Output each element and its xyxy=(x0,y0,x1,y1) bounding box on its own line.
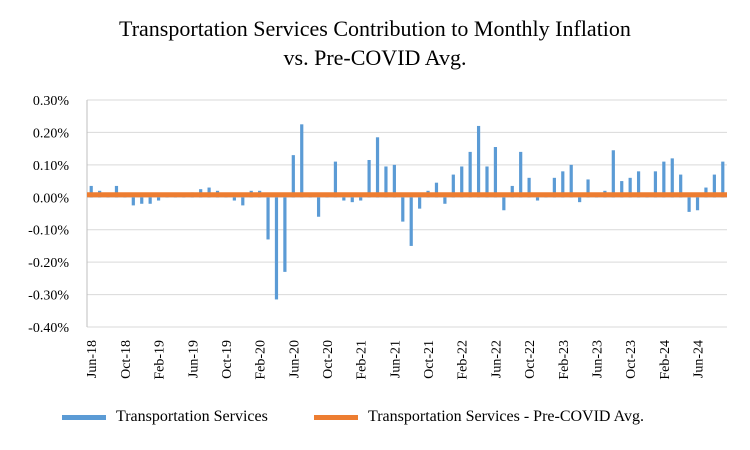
bar xyxy=(670,158,674,198)
legend: Transportation Services Transportation S… xyxy=(0,408,750,434)
bar xyxy=(485,166,489,198)
bar xyxy=(552,177,556,198)
bar xyxy=(156,197,161,201)
legend-swatch-line xyxy=(314,414,358,420)
x-tick-label: Feb-20 xyxy=(254,340,269,380)
y-tick-label: -0.10% xyxy=(28,224,69,239)
bar xyxy=(468,151,472,198)
bar xyxy=(502,197,506,211)
bar xyxy=(274,197,279,300)
bar xyxy=(443,197,447,204)
bar xyxy=(493,147,498,198)
bar xyxy=(586,179,590,198)
y-axis-tick-labels: 0.30% 0.20% 0.10% 0.00% -0.10% -0.20% -0.30% -0… xyxy=(28,94,69,336)
bar xyxy=(620,181,624,198)
x-tick-label: Feb-22 xyxy=(456,340,471,380)
y-tick-label: 0.20% xyxy=(33,126,70,141)
bar xyxy=(628,177,632,198)
bar xyxy=(519,151,523,198)
bar xyxy=(114,185,119,198)
bar xyxy=(510,185,514,198)
bar xyxy=(392,164,396,198)
bar xyxy=(148,197,152,204)
y-tick-label: 0.00% xyxy=(33,191,70,206)
bar xyxy=(721,161,725,198)
y-tick-label: -0.40% xyxy=(28,321,69,336)
bar xyxy=(434,182,439,198)
bar xyxy=(241,197,245,206)
bar xyxy=(367,159,371,198)
bar xyxy=(359,197,363,201)
bar xyxy=(283,197,287,272)
x-tick-label: Oct-21 xyxy=(422,340,437,379)
x-tick-label: Oct-20 xyxy=(321,340,336,379)
bar xyxy=(561,171,565,198)
bar xyxy=(266,197,270,240)
bar xyxy=(384,166,388,198)
x-tick-label: Feb-23 xyxy=(557,340,572,380)
bar xyxy=(300,124,304,198)
bar xyxy=(695,197,700,211)
x-tick-label: Oct-18 xyxy=(119,340,134,379)
bar xyxy=(460,166,464,198)
bar xyxy=(291,155,295,198)
bar xyxy=(636,171,641,198)
bar xyxy=(687,197,691,212)
bar xyxy=(476,125,481,198)
x-tick-label: Oct-19 xyxy=(220,340,235,379)
bar xyxy=(89,185,93,198)
chart-title-line-2: vs. Pre-COVID Avg. xyxy=(283,45,467,70)
bar xyxy=(333,161,338,198)
bar xyxy=(375,137,380,198)
bar xyxy=(535,197,540,201)
y-tick-label: -0.20% xyxy=(28,256,69,271)
legend-item-bar[interactable]: Transportation Services xyxy=(62,408,268,426)
x-tick-label: Jun-22 xyxy=(489,340,504,378)
bar xyxy=(350,197,354,203)
bar xyxy=(679,174,683,198)
bar xyxy=(401,197,405,222)
bar xyxy=(451,174,455,198)
x-tick-label: Jun-20 xyxy=(287,340,302,378)
legend-item-line[interactable]: Transportation Services - Pre-COVID Avg. xyxy=(314,408,644,426)
legend-label-line: Transportation Services - Pre-COVID Avg. xyxy=(368,408,644,425)
legend-swatch-bar xyxy=(62,414,106,420)
bar xyxy=(140,197,144,204)
bar xyxy=(418,197,422,209)
bar xyxy=(232,197,236,201)
y-tick-label: -0.30% xyxy=(28,289,69,304)
chart-title: Transportation Services Contribution to … xyxy=(0,14,750,72)
bar xyxy=(569,164,573,198)
bar xyxy=(316,197,321,217)
x-tick-label: Feb-21 xyxy=(355,340,370,380)
bar xyxy=(342,197,346,201)
x-tick-label: Oct-22 xyxy=(523,340,538,379)
bar xyxy=(527,177,531,198)
bar xyxy=(653,171,658,198)
x-tick-label: Jun-21 xyxy=(388,340,403,378)
x-tick-label: Jun-19 xyxy=(186,340,201,378)
x-tick-label: Oct-23 xyxy=(624,340,639,379)
bar xyxy=(409,197,413,246)
y-tick-label: 0.10% xyxy=(33,159,70,174)
bar xyxy=(578,197,582,203)
x-tick-label: Feb-24 xyxy=(658,340,673,380)
x-axis-tick-labels: Jun-18 Oct-18 Feb-19 Jun-19 Oct-19 Feb-20 Jun-… xyxy=(85,340,706,380)
bar xyxy=(611,150,615,198)
x-tick-label: Feb-19 xyxy=(153,340,168,380)
x-tick-label: Jun-23 xyxy=(590,340,605,378)
x-tick-label: Jun-18 xyxy=(85,340,100,378)
chart-title-line-1: Transportation Services Contribution to … xyxy=(119,16,631,41)
bar xyxy=(662,161,666,198)
bar xyxy=(712,174,716,198)
x-tick-label: Jun-24 xyxy=(692,340,707,378)
y-tick-label: 0.30% xyxy=(33,94,70,109)
bar-series xyxy=(89,124,725,300)
legend-label-bar: Transportation Services xyxy=(116,408,268,425)
gridlines xyxy=(86,99,727,328)
bar xyxy=(131,197,135,206)
